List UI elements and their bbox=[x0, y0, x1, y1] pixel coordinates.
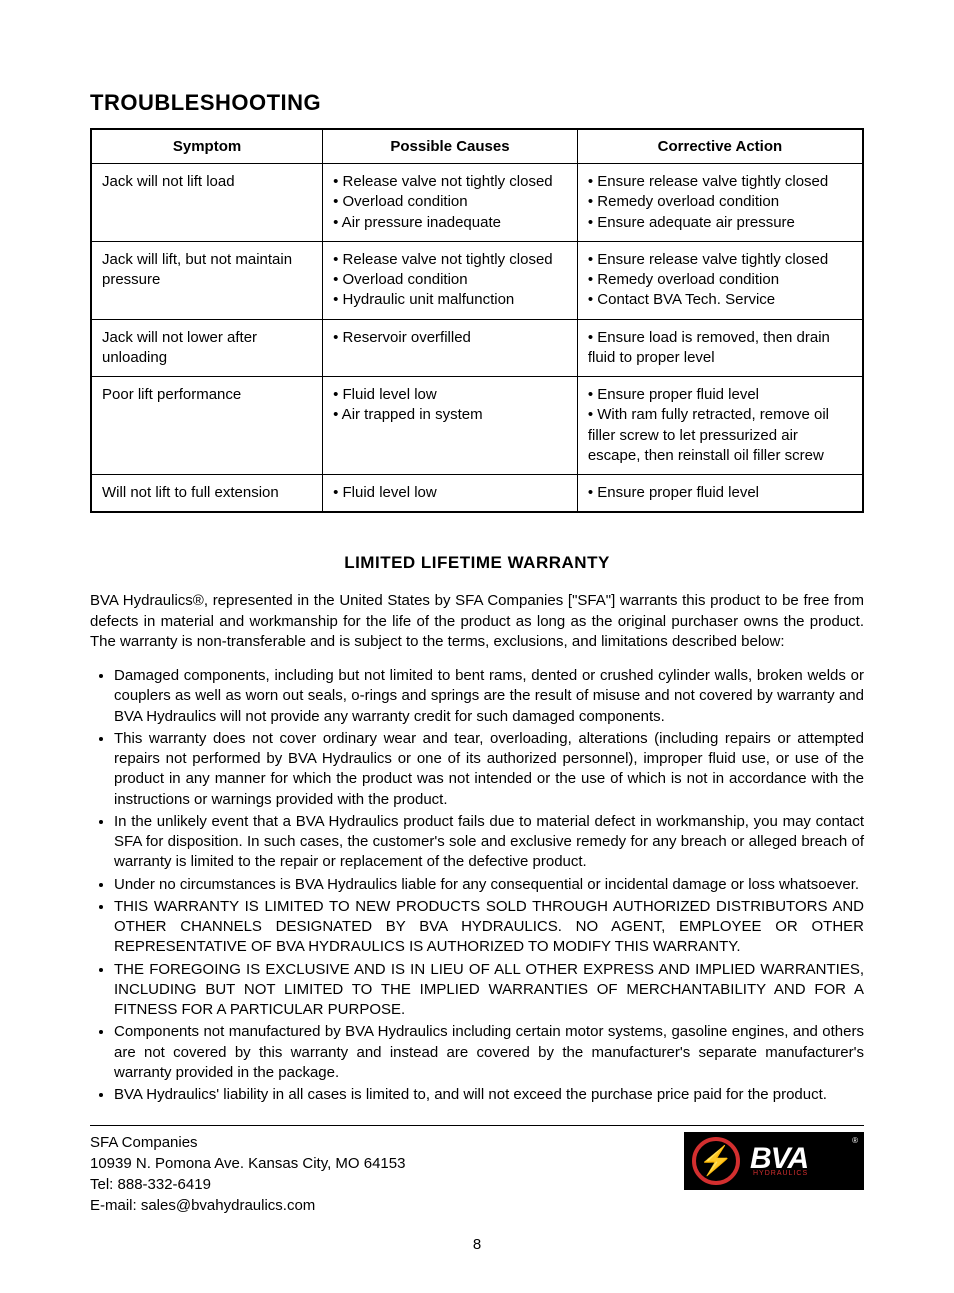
table-row: Jack will not lower after unloading • Res… bbox=[91, 319, 863, 377]
bva-logo: ® ⚡ BVA HYDRAULICS bbox=[684, 1132, 864, 1190]
registered-mark: ® bbox=[852, 1136, 858, 1145]
troubleshooting-table: Symptom Possible Causes Corrective Actio… bbox=[90, 128, 864, 513]
col-header-causes: Possible Causes bbox=[323, 129, 578, 164]
cause-item: • Release valve not tightly closed bbox=[333, 172, 567, 192]
warranty-item: This warranty does not cover ordinary we… bbox=[114, 729, 864, 810]
footer-rule bbox=[90, 1125, 864, 1126]
symptom-cell: Poor lift performance bbox=[91, 377, 323, 475]
warranty-list: Damaged components, including but not li… bbox=[90, 666, 864, 1105]
table-row: Will not lift to full extension • Fluid l… bbox=[91, 475, 863, 513]
cause-item: • Overload condition bbox=[333, 270, 567, 290]
logo-brand-text: BVA bbox=[750, 1145, 808, 1172]
cause-item: • Overload condition bbox=[333, 192, 567, 212]
action-cell: • Ensure proper fluid level bbox=[577, 475, 863, 513]
footer-street: 10939 N. Pomona Ave. Kansas City, MO 641… bbox=[90, 1153, 405, 1174]
warranty-heading: LIMITED LIFETIME WARRANTY bbox=[90, 553, 864, 573]
causes-cell: • Fluid level low bbox=[323, 475, 578, 513]
action-item: • Remedy overload condition bbox=[588, 192, 852, 212]
causes-cell: • Release valve not tightly closed• Over… bbox=[323, 241, 578, 319]
action-cell: • Ensure release valve tightly closed• R… bbox=[577, 241, 863, 319]
warranty-item: In the unlikely event that a BVA Hydraul… bbox=[114, 812, 864, 873]
symptom-cell: Jack will not lower after unloading bbox=[91, 319, 323, 377]
action-item: • Ensure adequate air pressure bbox=[588, 213, 852, 233]
cause-item: • Reservoir overfilled bbox=[333, 328, 567, 348]
action-cell: • Ensure load is removed, then drain flu… bbox=[577, 319, 863, 377]
table-row: Poor lift performance• Fluid level low• … bbox=[91, 377, 863, 475]
action-item: • Contact BVA Tech. Service bbox=[588, 290, 852, 310]
warranty-item: THIS WARRANTY IS LIMITED TO NEW PRODUCTS… bbox=[114, 897, 864, 958]
action-item: • With ram fully retracted, remove oil f… bbox=[588, 405, 852, 466]
col-header-symptom: Symptom bbox=[91, 129, 323, 164]
symptom-cell: Jack will not lift load bbox=[91, 164, 323, 242]
action-item: • Remedy overload condition bbox=[588, 270, 852, 290]
table-row: Jack will lift, but not maintain pressur… bbox=[91, 241, 863, 319]
warranty-item: Components not manufactured by BVA Hydra… bbox=[114, 1022, 864, 1083]
page-number: 8 bbox=[90, 1236, 864, 1253]
symptom-cell: Will not lift to full extension bbox=[91, 475, 323, 513]
cause-item: • Air trapped in system bbox=[333, 405, 567, 425]
cause-item: • Release valve not tightly closed bbox=[333, 250, 567, 270]
action-item: • Ensure load is removed, then drain flu… bbox=[588, 328, 852, 369]
col-header-action: Corrective Action bbox=[577, 129, 863, 164]
warranty-item: BVA Hydraulics' liability in all cases i… bbox=[114, 1085, 864, 1105]
warranty-item: Damaged components, including but not li… bbox=[114, 666, 864, 727]
footer-address: SFA Companies 10939 N. Pomona Ave. Kansa… bbox=[90, 1132, 405, 1216]
action-item: • Ensure release valve tightly closed bbox=[588, 250, 852, 270]
cause-item: • Hydraulic unit malfunction bbox=[333, 290, 567, 310]
warranty-item: Under no circumstances is BVA Hydraulics… bbox=[114, 875, 864, 895]
warranty-intro: BVA Hydraulics®, represented in the Unit… bbox=[90, 591, 864, 652]
warranty-item: THE FOREGOING IS EXCLUSIVE AND IS IN LIE… bbox=[114, 960, 864, 1021]
footer-email: E-mail: sales@bvahydraulics.com bbox=[90, 1195, 405, 1216]
footer-company: SFA Companies bbox=[90, 1132, 405, 1153]
cause-item: • Fluid level low bbox=[333, 385, 567, 405]
cause-item: • Air pressure inadequate bbox=[333, 213, 567, 233]
action-cell: • Ensure release valve tightly closed• R… bbox=[577, 164, 863, 242]
action-item: • Ensure proper fluid level bbox=[588, 385, 852, 405]
action-item: • Ensure proper fluid level bbox=[588, 483, 852, 503]
table-row: Jack will not lift load• Release valve n… bbox=[91, 164, 863, 242]
footer: SFA Companies 10939 N. Pomona Ave. Kansa… bbox=[90, 1132, 864, 1216]
causes-cell: • Reservoir overfilled bbox=[323, 319, 578, 377]
action-cell: • Ensure proper fluid level• With ram fu… bbox=[577, 377, 863, 475]
action-item: • Ensure release valve tightly closed bbox=[588, 172, 852, 192]
logo-circle-icon: ⚡ bbox=[692, 1137, 740, 1185]
cause-item: • Fluid level low bbox=[333, 483, 567, 503]
page-title: TROUBLESHOOTING bbox=[90, 90, 864, 116]
bolt-icon: ⚡ bbox=[699, 1147, 734, 1175]
footer-tel: Tel: 888-332-6419 bbox=[90, 1174, 405, 1195]
causes-cell: • Release valve not tightly closed• Over… bbox=[323, 164, 578, 242]
symptom-cell: Jack will lift, but not maintain pressur… bbox=[91, 241, 323, 319]
logo-sub-text: HYDRAULICS bbox=[753, 1170, 808, 1177]
causes-cell: • Fluid level low• Air trapped in system bbox=[323, 377, 578, 475]
